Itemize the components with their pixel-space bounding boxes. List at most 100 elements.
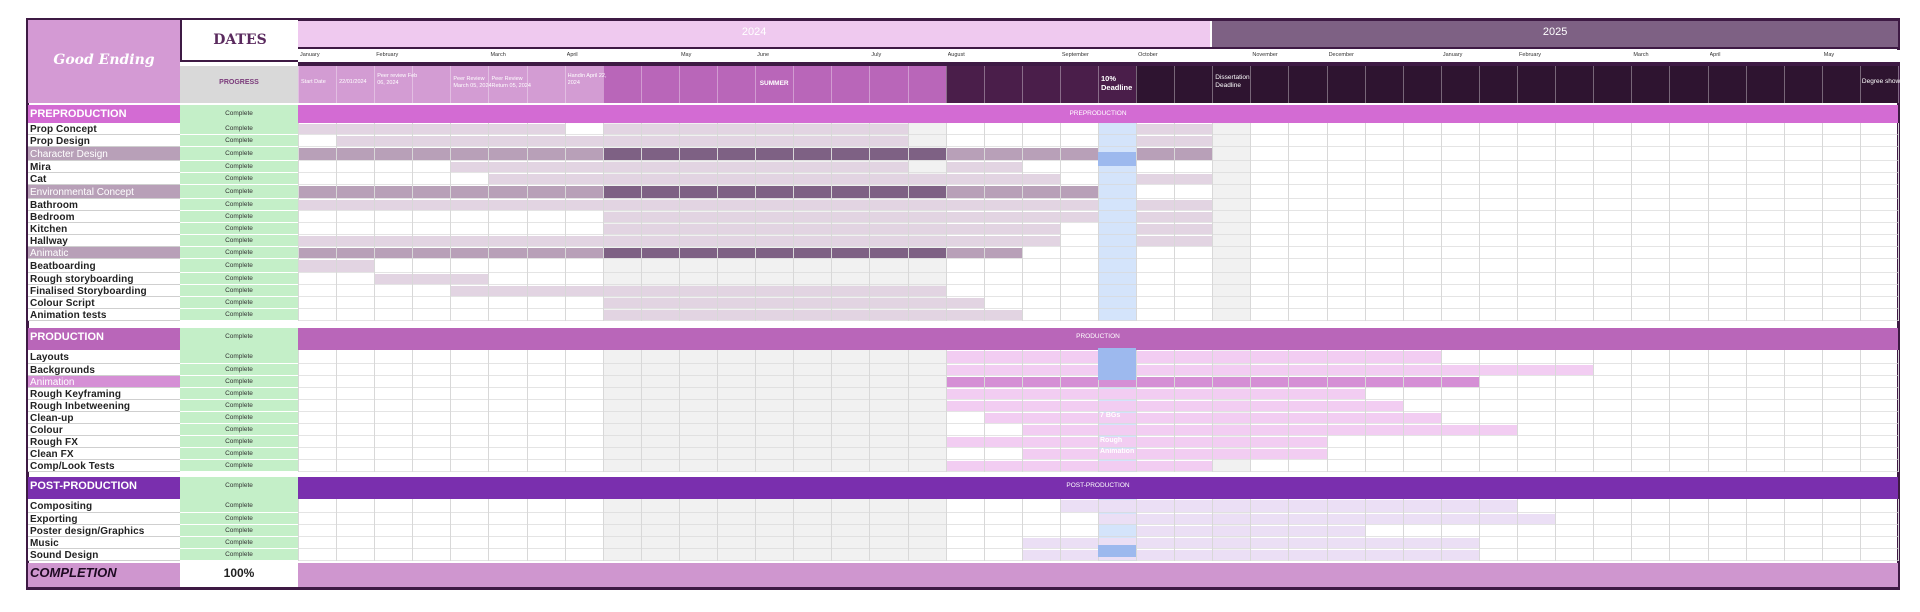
grid-line-v (1783, 297, 1785, 309)
year-header-2024[interactable]: 2024 (298, 21, 1211, 47)
task-progress-cell (180, 436, 298, 448)
grid-line-v (1478, 147, 1480, 161)
grid-line-v (1707, 460, 1709, 472)
grid-line-v (1478, 235, 1480, 247)
grid-line-v (793, 549, 795, 561)
grid-line-h (298, 471, 1898, 472)
grid-line-v (945, 235, 947, 247)
grid-line-v (1859, 223, 1861, 235)
grid-line-v (1859, 525, 1861, 537)
grid-line-v (1745, 537, 1747, 549)
grid-line-v (602, 460, 604, 472)
summer-column (602, 525, 946, 537)
section-banner-label: PREPRODUCTION (1069, 110, 1127, 117)
month-cell (678, 50, 773, 62)
grid-line-v (1059, 350, 1061, 364)
grid-line-v (1898, 161, 1899, 173)
grid-line-v (1631, 297, 1633, 309)
grid-line-v (602, 412, 604, 424)
grid-line-v (869, 285, 871, 297)
grid-line-v (1136, 537, 1138, 549)
grid-line-v (1707, 376, 1709, 388)
dissertation-column (1212, 223, 1251, 235)
grid-line-v (336, 259, 338, 273)
grid-line-v (1821, 259, 1823, 273)
grid-line-v (869, 499, 871, 513)
task-progress: Complete (225, 366, 253, 373)
grid-line-v (831, 211, 833, 223)
grid-line-v (678, 161, 680, 173)
task-progress-cell (180, 223, 298, 235)
milestone-band-spring (298, 66, 603, 103)
grid-line-v (717, 247, 719, 259)
task-label-cell (28, 388, 180, 400)
grid-line-v (1517, 436, 1519, 448)
grid-line-v (1631, 235, 1633, 247)
summer-column (602, 259, 946, 273)
grid-line-v (412, 412, 414, 424)
grid-line-v (678, 448, 680, 460)
summer-column (602, 376, 946, 388)
grid-line-v (1478, 185, 1480, 199)
grid-line-v (526, 549, 528, 561)
grid-line-v (336, 376, 338, 388)
grid-line-v (755, 273, 757, 285)
grid-line-v (945, 199, 947, 211)
task-bar (602, 236, 946, 246)
grid-line-v (907, 549, 909, 561)
grid-line-v (1364, 513, 1366, 525)
grid-line-v (945, 412, 947, 424)
grid-line-v (1783, 185, 1785, 199)
project-title-cell[interactable]: Good Ending (28, 20, 180, 103)
grid-line-v (1174, 549, 1176, 561)
milestone-start-date: 22/01/2024 (339, 79, 367, 85)
grid-line-v (1326, 364, 1328, 376)
grid-line-v (1745, 412, 1747, 424)
task-progress-cell (180, 285, 298, 297)
grid-line-v (640, 400, 642, 412)
grid-line-v (1402, 223, 1404, 235)
year-header-2025[interactable]: 2025 (1212, 21, 1898, 47)
grid-line-v (1859, 185, 1861, 199)
grid-line-v (336, 185, 338, 199)
dissertation-column (1212, 173, 1251, 185)
grid-line-v (945, 247, 947, 259)
grid-line-v (1250, 135, 1252, 147)
grid-line-v (1402, 400, 1404, 412)
grid-line-v (1478, 424, 1480, 436)
grid-line-v (1098, 424, 1099, 436)
header-week-line (564, 66, 566, 103)
grid-line-v (1669, 147, 1671, 161)
grid-line-v (1326, 388, 1328, 400)
grid-line-v (1745, 235, 1747, 247)
grid-line-v (1136, 173, 1138, 185)
task-progress: Complete (225, 390, 253, 397)
task-label-cell (28, 376, 180, 388)
grid-line-v (526, 412, 528, 424)
grid-line-v (1517, 376, 1519, 388)
header-week-line (1288, 66, 1290, 103)
grid-line-v (1707, 448, 1709, 460)
grid-line-v (945, 460, 947, 472)
grid-line-v (1821, 364, 1823, 376)
grid-line-v (869, 147, 871, 161)
grid-line-v (564, 259, 566, 273)
task-bar (1021, 550, 1479, 560)
grid-line-v (945, 499, 947, 513)
grid-line-v (640, 499, 642, 513)
grid-line-v (1821, 350, 1823, 364)
grid-line-v (298, 525, 299, 537)
grid-line-v (564, 185, 566, 199)
grid-line-v (412, 273, 414, 285)
grid-line-h (298, 272, 1898, 273)
grid-line-v (1326, 376, 1328, 388)
task-progress-cell (180, 412, 298, 424)
grid-line-v (1136, 412, 1138, 424)
grid-line-v (602, 376, 604, 388)
task-label-cell (28, 297, 180, 309)
month-cell (1631, 50, 1725, 62)
task-label-cell (28, 199, 180, 211)
grid-line-v (1478, 273, 1480, 285)
grid-line-v (1555, 549, 1557, 561)
grid-line-v (488, 135, 490, 147)
